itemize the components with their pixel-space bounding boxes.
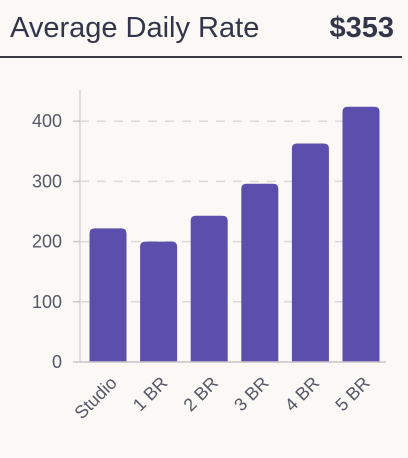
y-tick-label: 400 [32, 111, 62, 131]
x-tick-label: 5 BR [331, 373, 373, 415]
headline-value: $353 [329, 12, 394, 44]
y-tick-label: 200 [32, 232, 62, 252]
chart-header: Average Daily Rate $353 [0, 0, 402, 58]
bar-3-br [241, 183, 279, 362]
chart-area: 0 100 200 300 400 Studio 1 BR 2 BR 3 BR 4 BR 5 BR [0, 60, 408, 458]
y-tick-label: 0 [52, 352, 62, 372]
bar-5-br [342, 106, 380, 362]
x-tick-label: Studio [71, 373, 121, 423]
bar-4-br [291, 143, 329, 362]
bar-chart: 0 100 200 300 400 Studio 1 BR 2 BR 3 BR 4 BR 5 BR [32, 90, 386, 423]
y-tick-label: 100 [32, 292, 62, 312]
x-tick-label: 2 BR [180, 373, 222, 415]
bar-1-br [140, 241, 178, 362]
bar-studio [89, 228, 127, 362]
x-tick-label: 4 BR [281, 373, 323, 415]
y-tick-label: 300 [32, 171, 62, 191]
x-tick-label: 3 BR [230, 373, 272, 415]
x-tick-label: 1 BR [129, 373, 171, 415]
chart-title: Average Daily Rate [10, 12, 260, 44]
bar-2-br [190, 215, 228, 362]
